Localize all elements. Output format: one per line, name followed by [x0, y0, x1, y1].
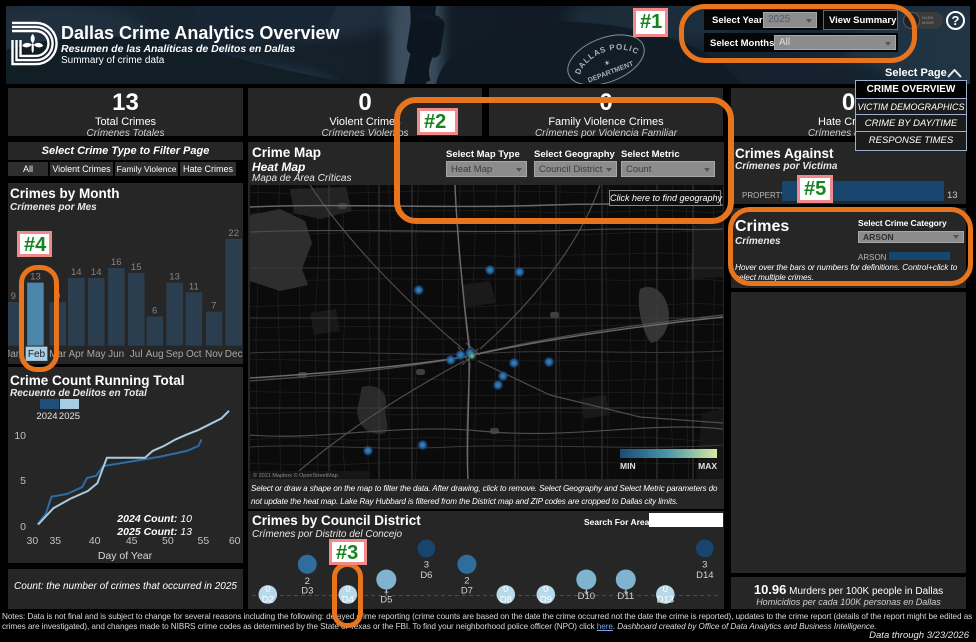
svg-text:14: 14 [91, 267, 102, 278]
svg-text:2: 2 [305, 576, 310, 587]
svg-text:7: 7 [211, 301, 216, 312]
svg-text:D5: D5 [380, 595, 392, 606]
svg-text:D3: D3 [301, 586, 313, 597]
svg-text:D7: D7 [461, 586, 473, 597]
svg-text:60: 60 [229, 535, 241, 547]
svg-text:35: 35 [49, 535, 61, 547]
svg-text:D10: D10 [578, 591, 595, 602]
svg-text:Dec: Dec [225, 349, 243, 360]
svg-text:✶: ✶ [603, 58, 612, 69]
svg-text:Jan: Jan [8, 349, 21, 360]
svg-text:Day of Year: Day of Year [98, 550, 153, 562]
svg-text:0: 0 [503, 584, 508, 595]
svg-text:D11: D11 [617, 591, 634, 602]
svg-text:Aug: Aug [146, 349, 164, 360]
svg-text:10: 10 [14, 430, 26, 442]
svg-text:MAX: MAX [698, 461, 717, 471]
svg-text:1: 1 [584, 585, 589, 596]
svg-text:© 2021 Mapbox © OpenStreetMap: © 2021 Mapbox © OpenStreetMap [253, 472, 338, 479]
svg-text:D9: D9 [540, 595, 552, 606]
svg-text:Apr: Apr [69, 349, 85, 360]
svg-text:D4: D4 [342, 595, 354, 606]
svg-text:D8: D8 [500, 595, 512, 606]
svg-text:5: 5 [20, 475, 26, 487]
svg-text:Sep: Sep [166, 349, 184, 360]
svg-text:0: 0 [543, 584, 548, 595]
svg-text:0: 0 [20, 521, 26, 533]
svg-text:45: 45 [126, 535, 138, 547]
svg-text:30: 30 [27, 535, 39, 547]
svg-text:2024: 2024 [36, 411, 57, 422]
svg-text:2024 Count: 10: 2024 Count: 10 [116, 513, 192, 525]
svg-text:16: 16 [111, 257, 122, 268]
svg-text:15: 15 [131, 262, 142, 273]
svg-text:0: 0 [663, 584, 668, 595]
svg-text:MIN: MIN [620, 461, 636, 471]
svg-text:1: 1 [384, 585, 389, 596]
svg-text:40: 40 [89, 535, 101, 547]
svg-text:9: 9 [11, 291, 16, 302]
svg-text:D14: D14 [696, 570, 713, 581]
svg-text:D6: D6 [420, 570, 432, 581]
svg-text:2: 2 [464, 576, 469, 587]
svg-text:22: 22 [228, 228, 239, 239]
svg-text:Oct: Oct [186, 349, 202, 360]
svg-text:14: 14 [71, 267, 82, 278]
svg-text:6: 6 [152, 306, 157, 317]
svg-text:11: 11 [189, 281, 199, 292]
svg-text:Jul: Jul [130, 349, 143, 360]
svg-text:50: 50 [162, 535, 174, 547]
svg-text:0: 0 [265, 584, 270, 595]
svg-text:2025: 2025 [59, 411, 80, 422]
svg-text:13: 13 [169, 272, 180, 283]
svg-text:Nov: Nov [205, 349, 223, 360]
svg-text:2025 Count: 13: 2025 Count: 13 [116, 526, 192, 538]
svg-text:D13: D13 [657, 595, 674, 606]
svg-text:55: 55 [198, 535, 210, 547]
svg-text:Jun: Jun [108, 349, 124, 360]
svg-text:D2: D2 [262, 595, 274, 606]
svg-text:0: 0 [345, 584, 350, 595]
svg-text:May: May [87, 349, 106, 360]
svg-text:3: 3 [702, 560, 707, 571]
svg-text:3: 3 [424, 560, 429, 571]
svg-text:1: 1 [623, 585, 628, 596]
